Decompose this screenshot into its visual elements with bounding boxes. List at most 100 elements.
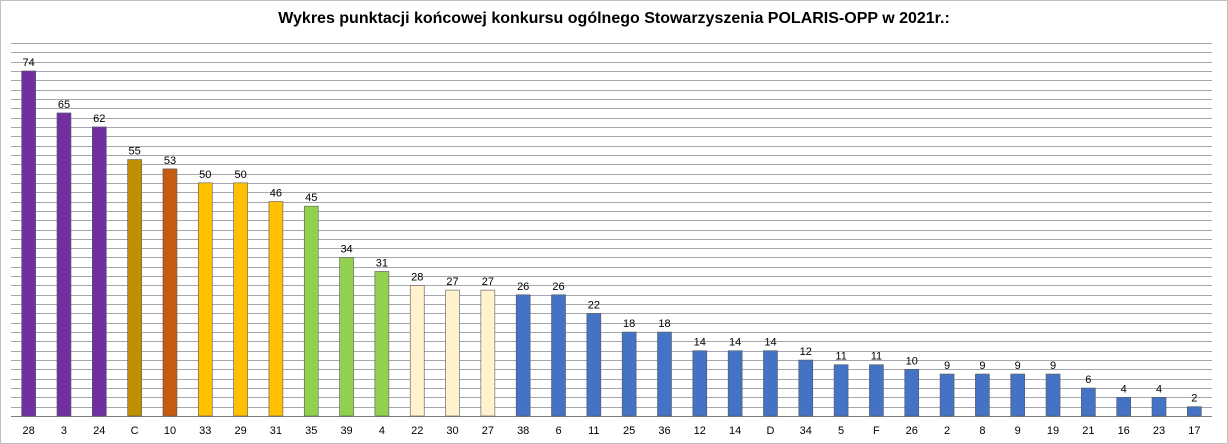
bar [445, 289, 460, 417]
x-tick-label: 19 [1047, 425, 1059, 437]
x-tick-label: 27 [482, 425, 494, 437]
bar [1045, 373, 1061, 417]
data-label: 27 [482, 276, 494, 288]
x-tick-label: 38 [517, 425, 529, 437]
x-tick-label: 34 [800, 425, 812, 437]
data-label: 22 [588, 299, 600, 311]
bar [374, 271, 390, 417]
x-tick-label: F [873, 425, 880, 437]
x-tick-label: 23 [1153, 425, 1165, 437]
data-label: 10 [906, 355, 918, 367]
data-label: 65 [58, 99, 70, 111]
bar [586, 313, 602, 417]
x-tick-label: 26 [906, 425, 918, 437]
x-tick-label: 14 [729, 425, 741, 437]
data-label: 4 [1156, 383, 1162, 395]
x-tick-label: 25 [623, 425, 635, 437]
data-label: 26 [517, 281, 529, 293]
x-tick-label: 11 [588, 425, 599, 437]
x-tick-label: 33 [199, 425, 211, 437]
bar [480, 289, 496, 417]
x-tick-label: 17 [1188, 425, 1200, 437]
bar [1116, 397, 1131, 417]
x-tick-label: 36 [658, 425, 670, 437]
bar [197, 182, 213, 417]
data-label: 9 [1050, 360, 1056, 372]
bar [268, 201, 284, 417]
x-tick-label: 2 [944, 425, 950, 437]
x-tick-label: 12 [694, 425, 706, 437]
data-label: 46 [270, 188, 282, 200]
data-label: 55 [129, 146, 141, 158]
data-label: 9 [1015, 360, 1021, 372]
data-label: 18 [658, 318, 670, 330]
data-label: 6 [1085, 374, 1091, 386]
bar [303, 205, 319, 417]
bar [833, 364, 849, 417]
chart-title: Wykres punktacji końcowej konkursu ogóln… [278, 10, 950, 27]
x-tick-label: D [766, 425, 774, 437]
x-tick-label: C [131, 425, 139, 437]
bars [21, 70, 1202, 417]
x-tick-label: 3 [61, 425, 67, 437]
x-tick-labels: 28 3 24 C 10 33 29 31 35 39 4 22 30 27 38 6 11 25 36 12 14 D 3… [23, 425, 1201, 437]
bar [939, 373, 955, 417]
bar [975, 373, 990, 417]
data-label: 31 [376, 257, 388, 269]
bar [21, 70, 36, 417]
data-label: 12 [800, 346, 812, 358]
bar [904, 369, 920, 417]
x-tick-label: 9 [1015, 425, 1021, 437]
data-label: 4 [1121, 383, 1127, 395]
bar [92, 126, 107, 417]
x-tick-label: 5 [838, 425, 844, 437]
data-label: 14 [694, 337, 706, 349]
bar [233, 182, 248, 417]
data-label: 11 [871, 351, 882, 363]
bar [56, 112, 72, 417]
bar [127, 159, 142, 417]
bar [657, 331, 672, 417]
x-tick-label: 24 [93, 425, 105, 437]
data-label: 45 [305, 192, 317, 204]
data-label: 34 [340, 243, 352, 255]
bar [1010, 373, 1026, 417]
data-label: 18 [623, 318, 635, 330]
data-label: 53 [164, 155, 176, 167]
bar [1187, 406, 1202, 417]
bar [763, 350, 778, 417]
data-label: 50 [199, 169, 211, 181]
bar [692, 350, 708, 417]
x-tick-label: 28 [23, 425, 35, 437]
bar [621, 331, 637, 417]
data-label: 74 [23, 57, 35, 69]
bar [727, 350, 743, 417]
bar [409, 285, 425, 417]
data-label: 2 [1191, 393, 1197, 405]
data-label: 9 [979, 360, 985, 372]
x-tick-label: 22 [411, 425, 423, 437]
x-tick-label: 39 [340, 425, 352, 437]
bar [551, 294, 566, 417]
data-label: 50 [234, 169, 246, 181]
gridlines [11, 43, 1212, 417]
x-tick-label: 4 [379, 425, 385, 437]
bar [515, 294, 531, 417]
bar [869, 364, 884, 417]
data-label: 62 [93, 113, 105, 125]
x-tick-label: 21 [1082, 425, 1094, 437]
data-label: 28 [411, 271, 423, 283]
data-label: 27 [446, 276, 458, 288]
data-label: 11 [835, 351, 846, 363]
x-tick-label: 35 [305, 425, 317, 437]
x-tick-label: 10 [164, 425, 176, 437]
x-tick-label: 29 [234, 425, 246, 437]
x-tick-label: 30 [446, 425, 458, 437]
x-tick-label: 8 [979, 425, 985, 437]
data-label: 14 [764, 337, 776, 349]
bar [798, 359, 814, 417]
data-label: 26 [552, 281, 564, 293]
bar [1081, 387, 1096, 417]
